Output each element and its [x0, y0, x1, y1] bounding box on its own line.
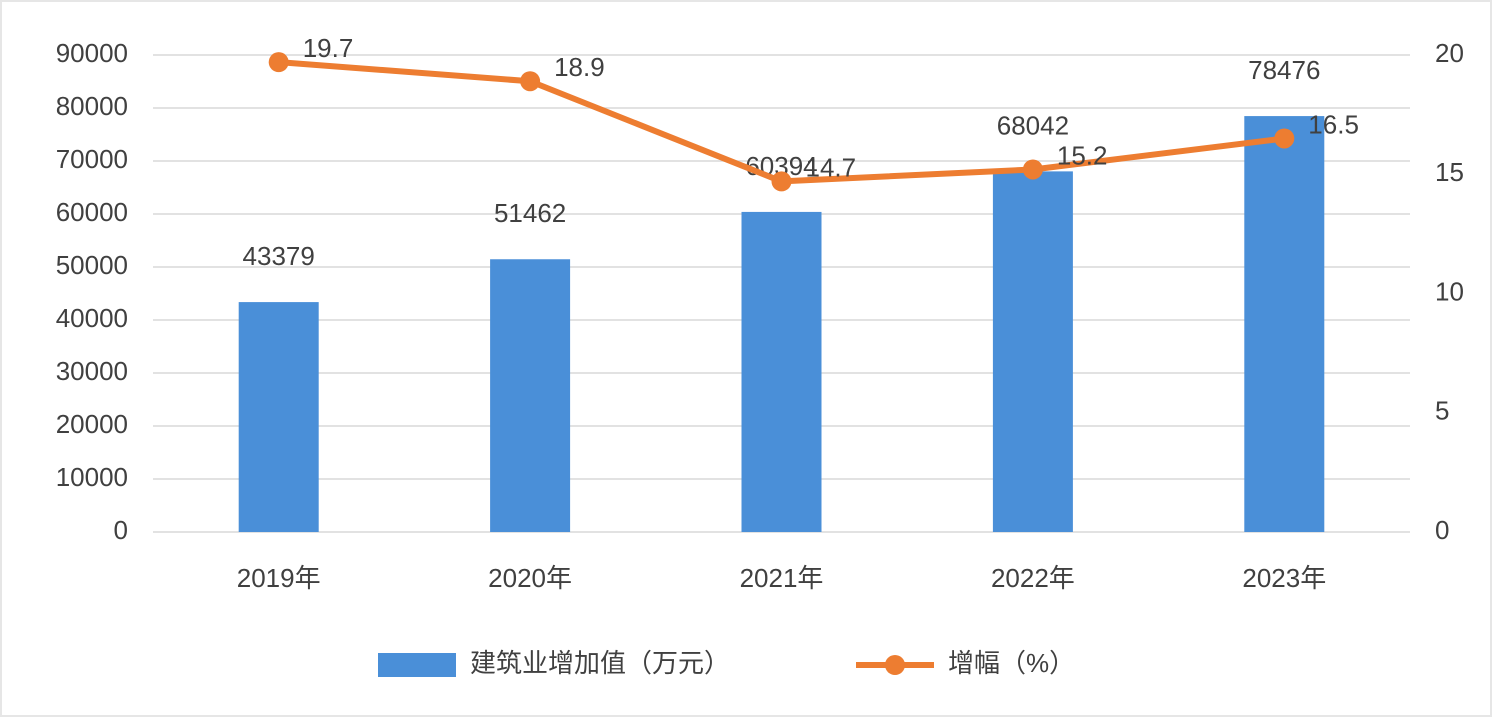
y-tick-label: 20000 [56, 409, 128, 439]
legend-label: 建筑业增加值（万元） [470, 648, 730, 678]
y-tick-label: 40000 [56, 303, 128, 333]
y2-tick-label: 10 [1435, 276, 1464, 306]
line-marker [1022, 159, 1043, 180]
legend-swatch [885, 655, 905, 675]
y-tick-label: 90000 [56, 38, 128, 68]
line-marker [1274, 128, 1295, 149]
y2-tick-label: 20 [1435, 38, 1464, 68]
bar [741, 211, 822, 532]
x-tick-label: 2020年 [488, 563, 572, 593]
data-label: 19.7 [303, 33, 354, 63]
legend-swatch [378, 653, 456, 677]
y-tick-label: 80000 [56, 91, 128, 121]
data-label: 43379 [243, 241, 315, 271]
data-label: 14.7 [806, 152, 857, 182]
y-tick-label: 0 [114, 515, 128, 545]
y2-tick-label: 5 [1435, 396, 1449, 426]
x-tick-label: 2023年 [1242, 563, 1326, 593]
bar [238, 302, 319, 532]
data-label: 15.2 [1057, 140, 1108, 170]
line-marker [268, 52, 289, 73]
y-tick-label: 60000 [56, 197, 128, 227]
bar [490, 259, 571, 532]
line-marker [520, 71, 541, 92]
legend-label: 增幅（%） [948, 648, 1075, 678]
x-tick-label: 2022年 [991, 563, 1075, 593]
data-label: 18.9 [554, 52, 605, 82]
y-tick-label: 10000 [56, 462, 128, 492]
bar [1244, 116, 1325, 532]
y-tick-label: 30000 [56, 356, 128, 386]
x-tick-label: 2021年 [740, 563, 824, 593]
data-label: 68042 [997, 110, 1069, 140]
data-label: 16.5 [1308, 109, 1359, 139]
bar [992, 171, 1073, 533]
y-tick-label: 70000 [56, 144, 128, 174]
x-tick-label: 2019年 [237, 563, 321, 593]
data-label: 78476 [1248, 55, 1320, 85]
y2-tick-label: 15 [1435, 157, 1464, 187]
y2-tick-label: 0 [1435, 515, 1449, 545]
line-marker [771, 171, 792, 192]
y-tick-label: 50000 [56, 250, 128, 280]
data-label: 51462 [494, 198, 566, 228]
